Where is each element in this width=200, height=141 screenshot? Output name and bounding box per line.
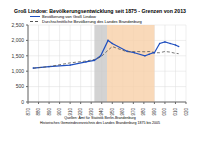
html-text:Historisches Gemeindeverzeichn: Historisches Gemeindeverzeichnis des Lan… [40,120,160,125]
svg-text:1950: 1950 [110,108,115,116]
svg-text:1940: 1940 [99,108,104,116]
svg-text:1870: 1870 [26,108,31,116]
svg-text:1910: 1910 [68,108,73,116]
html-text:Groß Lindow: Bevölkerungsentwi: Groß Lindow: Bevölkerungsentwicklung sei… [14,8,186,14]
svg-text:0: 0 [21,99,24,105]
svg-text:2020: 2020 [184,108,189,116]
svg-text:1970: 1970 [131,108,136,116]
svg-text:1990: 1990 [152,108,157,116]
svg-text:1890: 1890 [47,108,52,116]
svg-text:1,500: 1,500 [11,53,24,59]
html-text:Durchschnittliche Bevölkerung: Durchschnittliche Bevölkerung des Landes… [42,19,142,24]
svg-text:1980: 1980 [141,108,146,116]
svg-text:2000: 2000 [162,108,167,116]
svg-text:1930: 1930 [89,108,94,116]
svg-text:1900: 1900 [57,108,62,116]
svg-text:1920: 1920 [78,108,83,116]
svg-text:2,500: 2,500 [11,22,24,28]
html-text:Bevölkerung von Groß Lindow: Bevölkerung von Groß Lindow [42,14,96,19]
svg-text:500: 500 [16,83,25,89]
svg-text:2010: 2010 [173,108,178,116]
svg-text:1880: 1880 [36,108,41,116]
svg-text:1960: 1960 [120,108,125,116]
svg-text:2,000: 2,000 [11,37,24,43]
html-text:Quellen: Amt für Statistik Ber: Quellen: Amt für Statistik Berlin-Brande… [64,116,136,120]
svg-text:1,000: 1,000 [11,68,24,74]
